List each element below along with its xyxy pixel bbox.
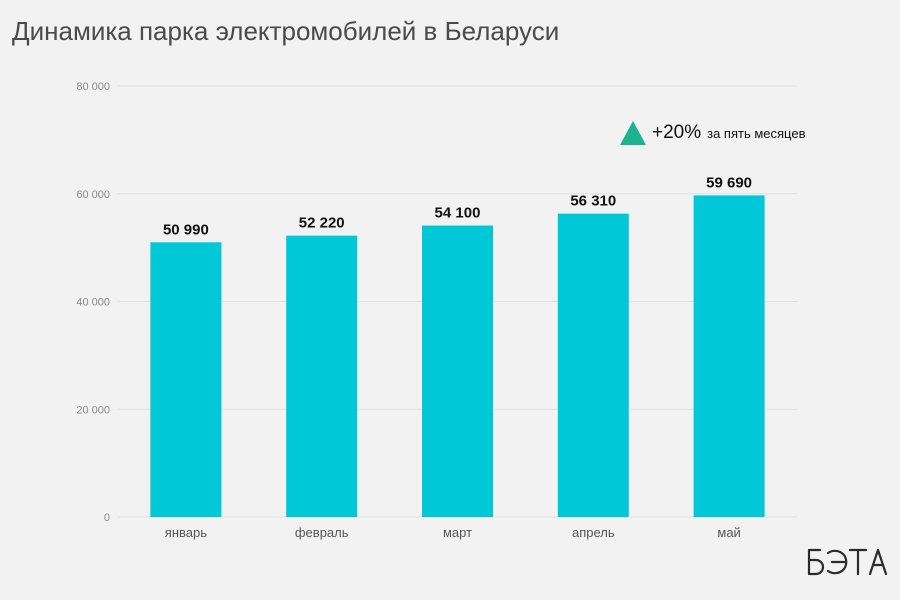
data-labels: 50 990 52 220 54 100 56 310 59 690 bbox=[163, 174, 752, 238]
data-label: 50 990 bbox=[163, 221, 209, 238]
bar-март bbox=[422, 225, 493, 517]
growth-annotation: +20% за пять месяцев bbox=[620, 121, 806, 145]
bars bbox=[150, 195, 765, 518]
data-label: 52 220 bbox=[299, 215, 345, 232]
x-tick-label: май bbox=[717, 525, 740, 540]
y-tick-label: 60 000 bbox=[76, 189, 110, 201]
bar-апрель bbox=[557, 213, 629, 517]
data-label: 56 310 bbox=[570, 193, 616, 210]
triangle-up-icon bbox=[620, 121, 646, 145]
x-tick-label: февраль bbox=[295, 525, 349, 540]
y-tick-label: 20 000 bbox=[76, 404, 110, 416]
y-tick-label: 40 000 bbox=[76, 297, 110, 309]
belta-logo bbox=[806, 547, 890, 582]
data-label: 54 100 bbox=[435, 205, 481, 222]
x-tick-label: март bbox=[443, 525, 472, 540]
bar-февраль bbox=[286, 235, 358, 518]
bar-январь bbox=[150, 242, 222, 517]
y-axis: 0 20 000 40 000 60 000 80 000 bbox=[76, 81, 110, 524]
growth-value: +20% bbox=[652, 122, 702, 143]
bar-май bbox=[693, 195, 765, 518]
x-tick-label: апрель bbox=[572, 525, 615, 540]
x-tick-label: январь bbox=[165, 525, 207, 540]
growth-text: за пять месяцев bbox=[707, 125, 806, 141]
y-tick-label: 0 bbox=[104, 512, 110, 524]
chart-title: Динамика парка электромобилей в Беларуси bbox=[12, 16, 560, 46]
x-axis: январь февраль март апрель май bbox=[165, 525, 741, 540]
y-tick-label: 80 000 bbox=[76, 81, 110, 93]
data-label: 59 690 bbox=[706, 174, 752, 191]
belta-logo-mark bbox=[807, 548, 888, 576]
